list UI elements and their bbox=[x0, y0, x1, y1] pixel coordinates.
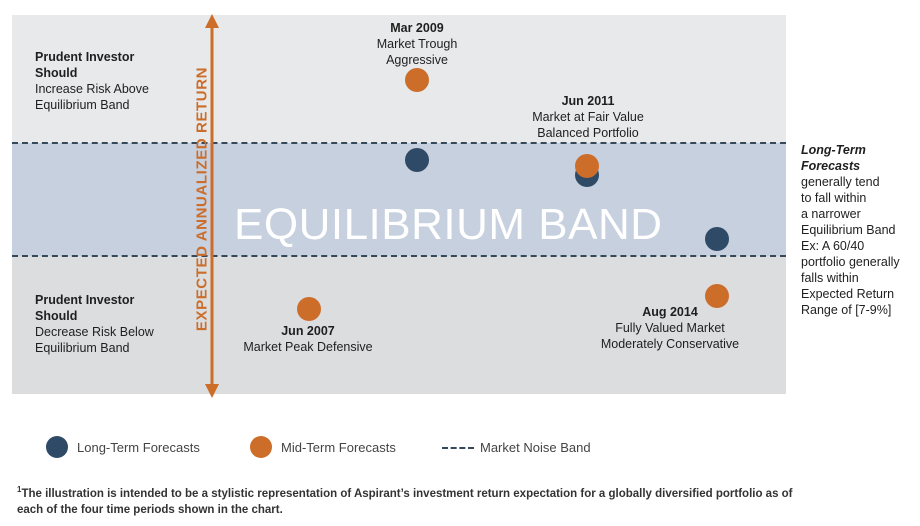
bottom-left-body-1: Decrease Risk Below bbox=[35, 325, 154, 339]
bottom-left-title-1: Prudent Investor bbox=[35, 293, 135, 307]
bottom-left-body-2: Equilibrium Band bbox=[35, 341, 130, 355]
side-note: Long-Term Forecasts generally tend to fa… bbox=[801, 142, 900, 318]
mid-term-dot-jun-2011 bbox=[575, 154, 599, 178]
axis-label: EXPECTED ANNUALIZED RETURN bbox=[193, 66, 211, 332]
period-line2: Moderately Conservative bbox=[600, 337, 740, 351]
footnote: 1The illustration is intended to be a st… bbox=[17, 482, 817, 518]
period-date: Jun 2011 bbox=[561, 94, 615, 108]
expected-return-axis-arrow bbox=[205, 14, 219, 398]
mid-term-dot-jun-2007 bbox=[297, 297, 321, 321]
below-band-region bbox=[12, 256, 786, 394]
side-note-line: generally tend bbox=[801, 175, 880, 189]
period-line2: Aggressive bbox=[386, 53, 448, 67]
period-line1: Market at Fair Value bbox=[532, 110, 644, 124]
side-note-line: Range of [7-9%] bbox=[801, 303, 892, 317]
legend-long-term-label: Long-Term Forecasts bbox=[77, 440, 200, 455]
noise-band-upper-line bbox=[12, 142, 786, 144]
period-label-jun-2011: Jun 2011 Market at Fair Value Balanced P… bbox=[508, 93, 668, 141]
equilibrium-band-label: EQUILIBRIUM BAND bbox=[234, 200, 663, 249]
footnote-text: The illustration is intended to be a sty… bbox=[17, 487, 793, 516]
legend-mid-term-swatch bbox=[250, 436, 272, 458]
bottom-left-title-2: Should bbox=[35, 309, 78, 323]
legend-noise-band-label: Market Noise Band bbox=[480, 440, 591, 455]
top-left-body-2: Equilibrium Band bbox=[35, 98, 130, 112]
period-date: Mar 2009 bbox=[390, 21, 444, 35]
period-label-mar-2009: Mar 2009 Market Trough Aggressive bbox=[347, 20, 487, 68]
mid-term-dot-aug-2014 bbox=[705, 284, 729, 308]
long-term-dot-mar-2009 bbox=[405, 148, 429, 172]
period-line1: Market Trough bbox=[376, 37, 458, 51]
top-left-title-2: Should bbox=[35, 66, 78, 80]
side-note-line: portfolio generally bbox=[801, 255, 900, 269]
side-note-title-1: Long-Term bbox=[801, 143, 866, 157]
top-left-title-1: Prudent Investor bbox=[35, 50, 135, 64]
above-band-region bbox=[12, 15, 786, 143]
period-line1: Market Peak Defensive bbox=[243, 340, 373, 354]
top-left-body-1: Increase Risk Above bbox=[35, 82, 149, 96]
long-term-dot-aug-2014 bbox=[705, 227, 729, 251]
side-note-line: Ex: A 60/40 bbox=[801, 239, 865, 253]
side-note-title-2: Forecasts bbox=[801, 159, 861, 173]
top-left-note: Prudent Investor Should Increase Risk Ab… bbox=[35, 49, 149, 113]
equilibrium-band-region bbox=[12, 143, 786, 256]
noise-band-lower-line bbox=[12, 255, 786, 257]
side-note-line: to fall within bbox=[801, 191, 867, 205]
legend-long-term-swatch bbox=[46, 436, 68, 458]
legend-noise-band-swatch bbox=[442, 447, 474, 449]
mid-term-dot-mar-2009 bbox=[405, 68, 429, 92]
side-note-line: Equilibrium Band bbox=[801, 223, 896, 237]
period-line1: Fully Valued Market bbox=[615, 321, 725, 335]
period-line2: Balanced Portfolio bbox=[537, 126, 639, 140]
period-date: Jun 2007 bbox=[281, 324, 335, 338]
side-note-line: a narrower bbox=[801, 207, 861, 221]
period-label-aug-2014: Aug 2014 Fully Valued Market Moderately … bbox=[590, 304, 750, 352]
period-date: Aug 2014 bbox=[642, 305, 698, 319]
bottom-left-note: Prudent Investor Should Decrease Risk Be… bbox=[35, 292, 154, 356]
side-note-line: Expected Return bbox=[801, 287, 895, 301]
legend-mid-term-label: Mid-Term Forecasts bbox=[281, 440, 396, 455]
period-label-jun-2007: Jun 2007 Market Peak Defensive bbox=[228, 323, 388, 355]
footnote-marker: 1 bbox=[17, 485, 22, 494]
side-note-line: falls within bbox=[801, 271, 859, 285]
